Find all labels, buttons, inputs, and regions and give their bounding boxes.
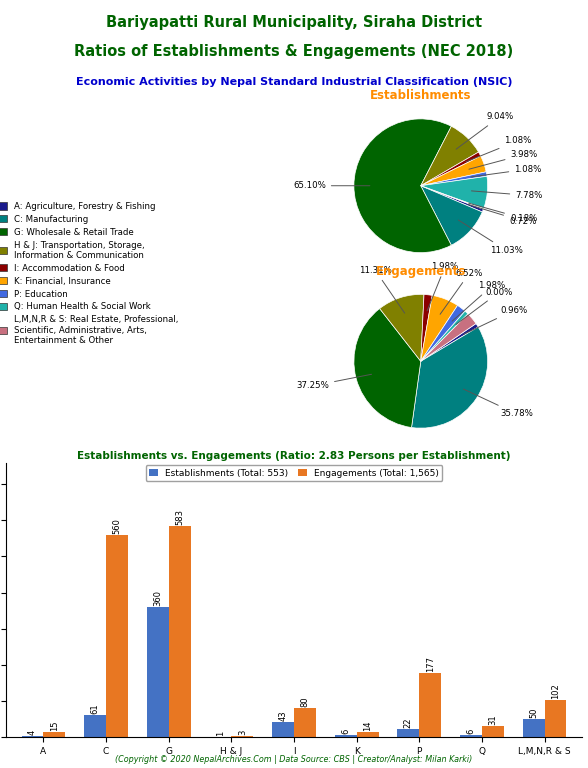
Bar: [357, 732, 379, 737]
Legend: Establishments (Total: 553), Engagements (Total: 1,565): Establishments (Total: 553), Engagements…: [146, 465, 442, 481]
Bar: [272, 722, 294, 737]
Wedge shape: [421, 306, 465, 361]
Wedge shape: [412, 327, 487, 428]
Text: Bariyapatti Rural Municipality, Siraha District: Bariyapatti Rural Municipality, Siraha D…: [106, 15, 482, 31]
Wedge shape: [421, 186, 482, 245]
Text: 65.10%: 65.10%: [293, 181, 370, 190]
Text: 6: 6: [466, 729, 476, 734]
Text: 61: 61: [91, 703, 99, 714]
Title: Establishments vs. Engagements (Ratio: 2.83 Persons per Establishment): Establishments vs. Engagements (Ratio: 2…: [77, 451, 511, 461]
Text: 1.08%: 1.08%: [471, 164, 542, 177]
Text: 6: 6: [341, 729, 350, 734]
Text: 0.72%: 0.72%: [468, 204, 536, 226]
Text: 360: 360: [153, 590, 162, 606]
Text: 4: 4: [28, 730, 37, 735]
Text: 1.98%: 1.98%: [427, 263, 459, 311]
Text: 583: 583: [175, 509, 184, 525]
Text: 560: 560: [112, 518, 122, 534]
Text: 0.00%: 0.00%: [456, 287, 513, 325]
Bar: [335, 735, 357, 737]
Bar: [460, 735, 482, 737]
Text: 177: 177: [426, 656, 435, 672]
Bar: [169, 526, 191, 737]
Wedge shape: [380, 294, 424, 361]
Bar: [22, 736, 44, 737]
Wedge shape: [421, 323, 478, 361]
Text: 15: 15: [50, 720, 59, 731]
Wedge shape: [421, 186, 483, 212]
Text: 0.18%: 0.18%: [469, 203, 537, 223]
Text: 11.31%: 11.31%: [359, 266, 405, 313]
Bar: [544, 700, 566, 737]
Text: 11.03%: 11.03%: [459, 220, 523, 255]
Wedge shape: [421, 294, 432, 361]
Bar: [147, 607, 169, 737]
Bar: [523, 719, 544, 737]
Bar: [84, 715, 106, 737]
Bar: [106, 535, 128, 737]
Title: Engagements: Engagements: [376, 265, 466, 278]
Wedge shape: [354, 309, 421, 428]
Text: 9.04%: 9.04%: [456, 112, 513, 149]
Text: Economic Activities by Nepal Standard Industrial Classification (NSIC): Economic Activities by Nepal Standard In…: [76, 77, 512, 87]
Wedge shape: [421, 172, 487, 186]
Wedge shape: [421, 152, 480, 186]
Text: 7.78%: 7.78%: [472, 191, 543, 200]
Bar: [419, 674, 441, 737]
Text: Ratios of Establishments & Engagements (NEC 2018): Ratios of Establishments & Engagements (…: [74, 44, 514, 59]
Text: 3: 3: [238, 730, 247, 735]
Bar: [44, 732, 65, 737]
Bar: [397, 730, 419, 737]
Legend: A: Agriculture, Forestry & Fishing, C: Manufacturing, G: Wholesale & Retail Trad: A: Agriculture, Forestry & Fishing, C: M…: [0, 202, 178, 345]
Text: 14: 14: [363, 720, 372, 731]
Text: 80: 80: [300, 697, 309, 707]
Wedge shape: [421, 186, 484, 209]
Text: 22: 22: [404, 718, 413, 728]
Wedge shape: [421, 311, 468, 361]
Text: 3.98%: 3.98%: [469, 150, 537, 169]
Wedge shape: [354, 119, 452, 253]
Title: Establishments: Establishments: [370, 89, 472, 102]
Wedge shape: [421, 296, 457, 361]
Text: 37.25%: 37.25%: [296, 374, 372, 390]
Text: (Copyright © 2020 NepalArchives.Com | Data Source: CBS | Creator/Analyst: Milan : (Copyright © 2020 NepalArchives.Com | Da…: [115, 755, 473, 764]
Text: 6.52%: 6.52%: [440, 269, 483, 314]
Text: 50: 50: [529, 707, 538, 718]
Text: 43: 43: [279, 710, 288, 720]
Text: 35.78%: 35.78%: [463, 389, 533, 419]
Text: 102: 102: [551, 684, 560, 700]
Text: 31: 31: [489, 714, 497, 725]
Text: 1: 1: [216, 730, 225, 736]
Wedge shape: [421, 177, 487, 208]
Text: 0.96%: 0.96%: [464, 306, 528, 334]
Wedge shape: [421, 126, 479, 186]
Wedge shape: [421, 314, 476, 361]
Wedge shape: [421, 156, 486, 186]
Bar: [482, 726, 504, 737]
Bar: [294, 708, 316, 737]
Text: 1.08%: 1.08%: [466, 136, 532, 162]
Text: 1.98%: 1.98%: [452, 281, 506, 321]
